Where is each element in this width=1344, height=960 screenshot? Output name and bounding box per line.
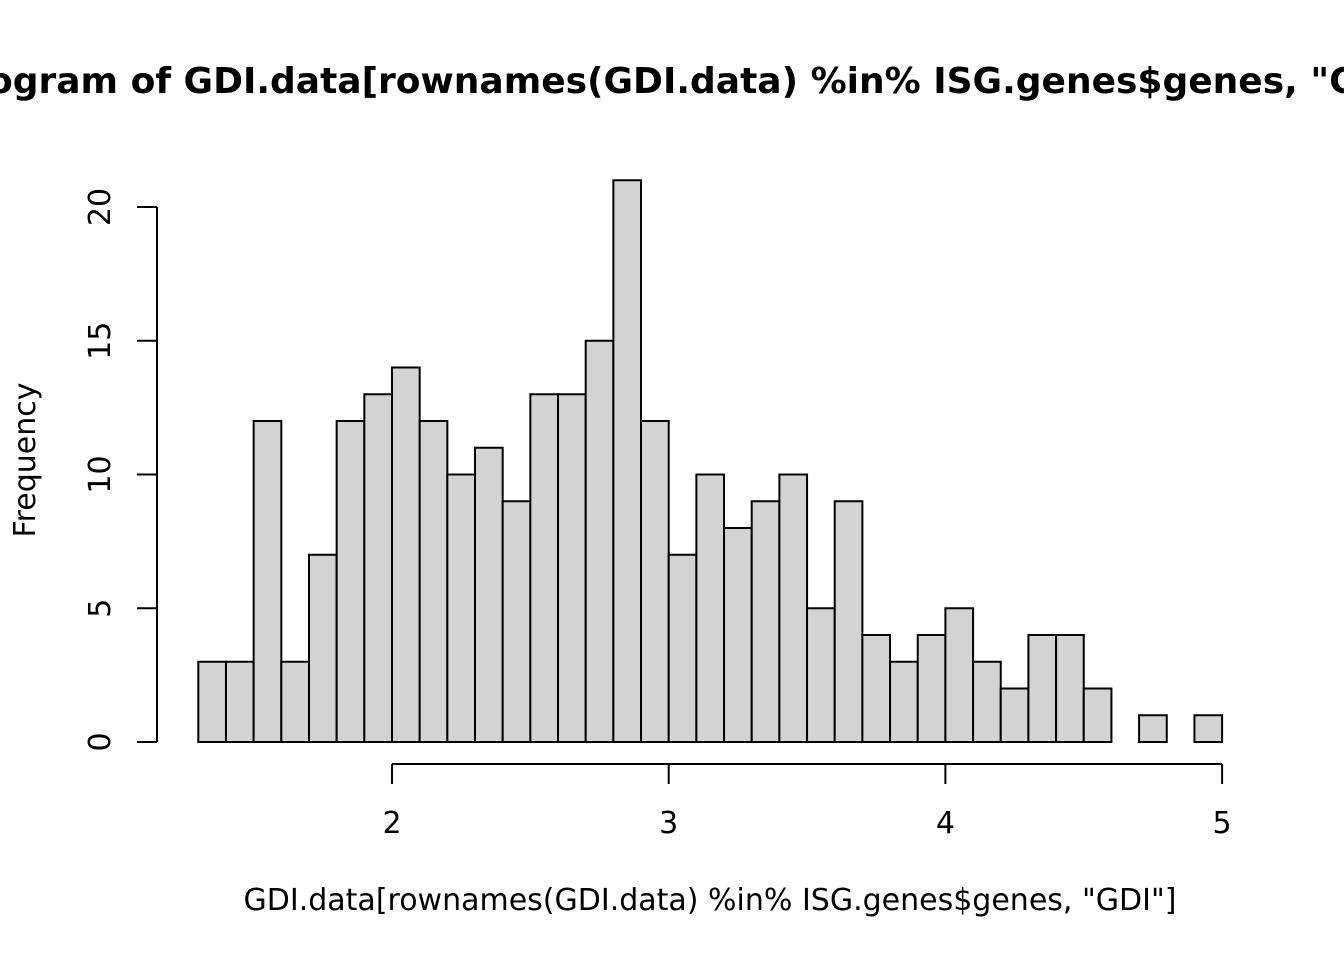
histogram-bars [197,179,1224,743]
histogram-bar [944,607,975,743]
histogram-bar [889,660,919,743]
histogram-bar [750,500,781,743]
x-tick-label: 2 [382,806,401,841]
histogram-bar [446,473,477,743]
x-tick-label: 3 [659,806,678,841]
histogram-bar [1193,714,1224,743]
histogram-bar [972,660,1002,743]
y-tick-label: 10 [83,455,118,493]
histogram-bar [252,420,283,743]
x-tick-label: 5 [1213,806,1232,841]
histogram-bar [778,473,809,743]
histogram-bar [307,553,338,743]
x-tick-label: 4 [936,806,955,841]
histogram-bar [474,446,504,743]
histogram-bar [612,179,643,743]
histogram-bar [1027,634,1058,743]
histogram-bar [280,660,310,743]
histogram-bar [391,366,421,743]
chart-title: Histogram of GDI.data[rownames(GDI.data)… [0,61,1344,102]
histogram-bar [529,393,560,743]
histogram-bar [861,634,892,743]
histogram-bar [1082,687,1113,743]
histogram-bar [335,420,366,743]
y-axis-label: Frequency [8,383,43,538]
histogram-bar [418,420,449,743]
histogram-bar [501,500,532,743]
histogram-bar [695,473,726,743]
histogram-bar [363,393,393,743]
histogram-bar [833,500,864,743]
y-tick-label: 20 [83,188,118,226]
histogram-bar [1055,634,1085,743]
y-tick-label: 0 [83,732,118,751]
histogram-bar [197,660,227,743]
histogram-bar [584,339,615,743]
histogram-bar [640,420,670,743]
histogram-bar [916,634,947,743]
x-axis-label: GDI.data[rownames(GDI.data) %in% ISG.gen… [244,883,1177,918]
histogram-bar [999,687,1030,743]
y-tick-label: 15 [83,322,118,360]
y-tick-label: 5 [83,599,118,618]
histogram-bar [557,393,587,743]
histogram-bar [806,607,836,743]
histogram-bar [667,553,698,743]
histogram-bar [1138,714,1168,743]
x-axis: 2 3 4 5 [382,763,1232,841]
histogram-bar [224,660,255,743]
histogram-bar [723,527,753,743]
y-axis: 0 5 10 15 20 [83,188,158,752]
